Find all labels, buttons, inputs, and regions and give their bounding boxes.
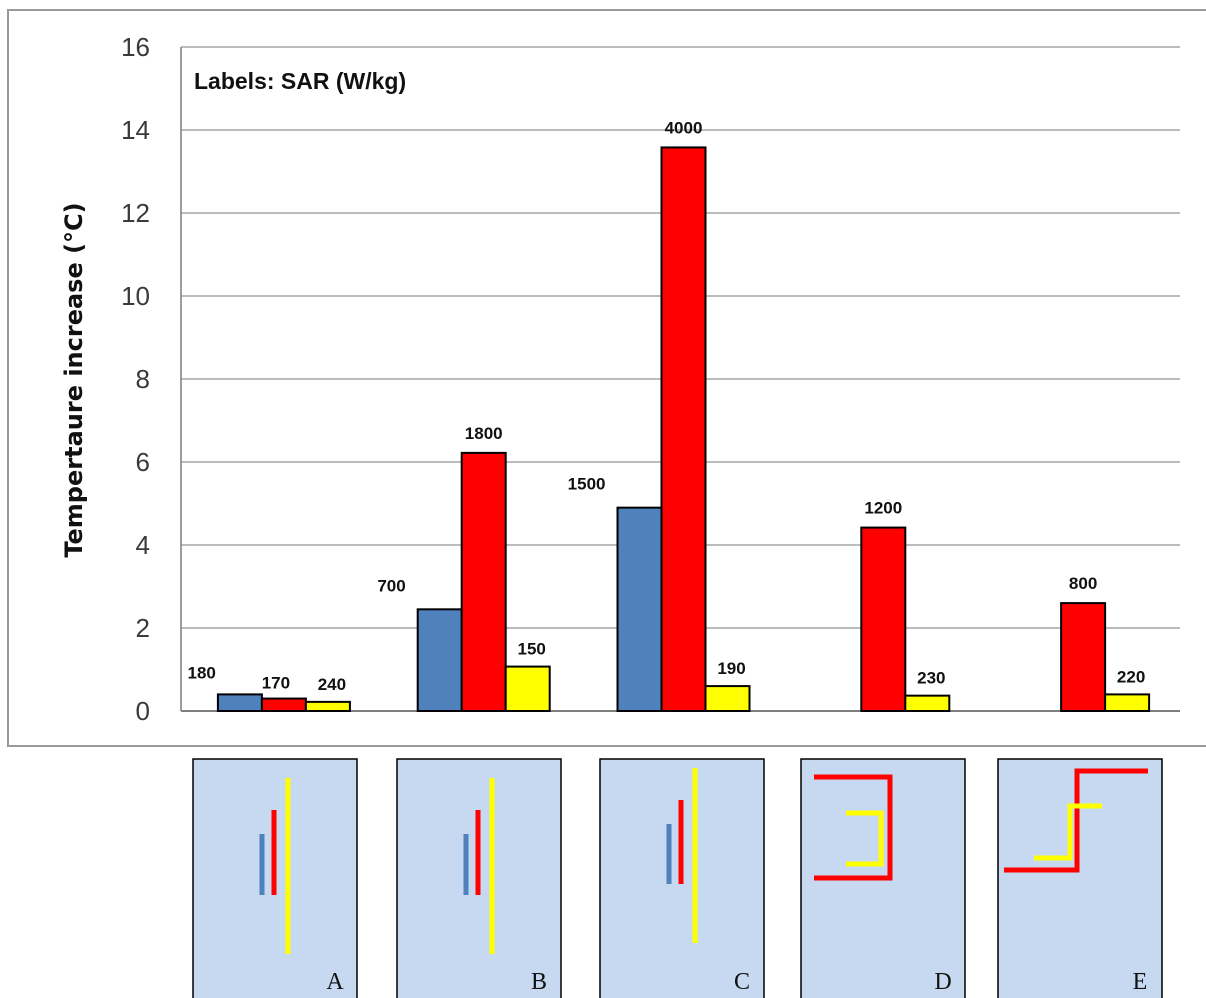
- data-label-D-1: 1200: [864, 499, 902, 518]
- panel-E: [997, 758, 1163, 998]
- bar-A-1: [260, 697, 307, 712]
- y-tick-label-12: 12: [121, 198, 150, 228]
- data-label-B-0: 700: [377, 576, 405, 595]
- data-label-C-2: 190: [717, 659, 745, 678]
- bar-D-1: [860, 526, 907, 712]
- data-label-B-2: 150: [518, 640, 546, 659]
- bar-A-0: [216, 693, 263, 713]
- y-tick-label-10: 10: [121, 281, 150, 311]
- data-labels: 180 170 240 700 1800 150 1500 4000 190 1200 230 800…: [188, 118, 1146, 693]
- y-tick-label-2: 2: [136, 613, 150, 643]
- y-tick-label-0: 0: [136, 696, 150, 726]
- panel-E-line-yellow: [1034, 803, 1102, 861]
- bar-B-0: [416, 608, 463, 713]
- panel-letter-C: C: [734, 969, 750, 995]
- panel-E-line-red: [1004, 768, 1148, 873]
- panel-letter-D: D: [934, 969, 951, 995]
- y-tick-label-4: 4: [136, 530, 150, 560]
- data-label-C-0: 1500: [568, 475, 606, 494]
- panel-D-line-red: [814, 774, 893, 881]
- data-label-B-1: 1800: [465, 424, 503, 443]
- y-tick-label-16: 16: [121, 32, 150, 62]
- data-label-E-2: 220: [1117, 667, 1145, 686]
- data-label-E-1: 800: [1069, 574, 1097, 593]
- chart-frame: [7, 9, 1206, 747]
- y-axis: 0 2 4 6 8 10 12 14 16: [121, 32, 182, 726]
- bar-E-1: [1060, 602, 1107, 712]
- panel-D-line-yellow: [846, 810, 884, 867]
- bars: [216, 146, 1151, 713]
- bar-A-2: [304, 700, 351, 712]
- configuration-panels: A B C D E: [192, 758, 1163, 998]
- y-tick-label-6: 6: [136, 447, 150, 477]
- data-label-A-2: 240: [318, 675, 346, 694]
- bar-B-2: [504, 665, 551, 712]
- bar-B-1: [460, 451, 507, 712]
- bar-E-2: [1104, 693, 1151, 713]
- bar-C-0: [616, 506, 663, 712]
- data-label-C-1: 4000: [665, 118, 703, 137]
- chart-title: Labels: SAR (W/kg): [194, 68, 406, 94]
- data-label-D-2: 230: [917, 669, 945, 688]
- data-label-A-0: 180: [188, 663, 216, 682]
- bar-C-1: [660, 146, 707, 712]
- bar-D-2: [904, 694, 951, 713]
- y-tick-label-14: 14: [121, 115, 150, 145]
- panel-letter-E: E: [1133, 969, 1148, 995]
- panel-letter-B: B: [531, 969, 547, 995]
- data-label-A-1: 170: [262, 674, 290, 693]
- panel-letter-A: A: [326, 969, 344, 995]
- bar-C-2: [704, 685, 751, 712]
- y-tick-label-8: 8: [136, 364, 150, 394]
- y-axis-label: Tempertaure increase (°C): [60, 202, 88, 557]
